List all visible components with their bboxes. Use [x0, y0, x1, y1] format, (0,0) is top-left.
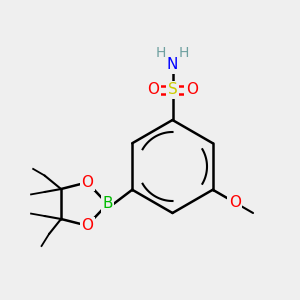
Text: B: B — [102, 196, 113, 211]
Text: H: H — [179, 46, 189, 60]
Text: S: S — [168, 82, 177, 98]
Text: H: H — [156, 46, 166, 60]
Text: O: O — [81, 218, 93, 233]
Text: O: O — [147, 82, 159, 98]
Text: O: O — [81, 175, 93, 190]
Text: N: N — [167, 57, 178, 72]
Text: O: O — [186, 82, 198, 98]
Text: O: O — [229, 195, 241, 210]
